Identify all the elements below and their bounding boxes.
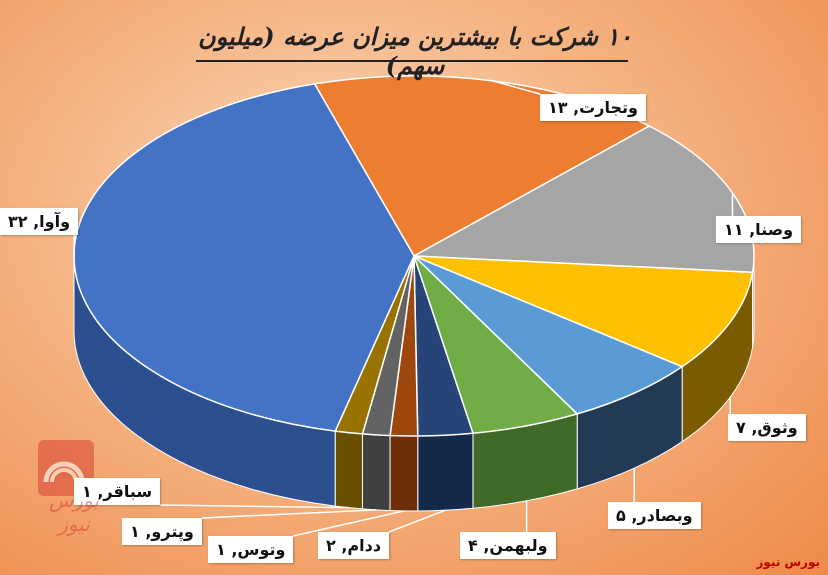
data-label-vsoug: وثوق, ۷ bbox=[728, 414, 806, 441]
data-label-ddam: ددام, ۲ bbox=[318, 532, 390, 559]
logo-text: بورس نیوز bbox=[49, 488, 99, 536]
source-credit: بورس نیوز bbox=[756, 555, 820, 569]
slice-side-9 bbox=[334, 430, 363, 510]
leader-line-7 bbox=[292, 510, 405, 537]
chart-title: ۱۰ شرکت با بیشترین میزان عرضه (میلیون سه… bbox=[197, 22, 633, 80]
data-label-sbagher: سباقر, ۱ bbox=[74, 478, 161, 505]
slice-side-8 bbox=[361, 433, 391, 512]
data-label-vava: وآوا, ۳۲ bbox=[0, 208, 79, 235]
leader-line-9 bbox=[159, 504, 349, 509]
title-underline bbox=[196, 60, 628, 62]
data-label-vtejarat: وتجارت, ۱۳ bbox=[540, 94, 646, 121]
slice-side-7 bbox=[389, 435, 419, 512]
data-label-vsana: وصنا, ۱۱ bbox=[716, 216, 802, 243]
leader-line-1 bbox=[492, 80, 541, 95]
data-label-vtous: وتوس, ۱ bbox=[208, 536, 294, 563]
slice-side-6 bbox=[417, 432, 474, 512]
leader-line-8 bbox=[201, 509, 377, 519]
slice-3 bbox=[413, 255, 754, 368]
data-label-vlbahman: ولبهمن, ۴ bbox=[460, 532, 556, 559]
data-label-vpetro: وپترو, ۱ bbox=[122, 518, 202, 545]
leader-line-6 bbox=[388, 509, 446, 533]
slice-4 bbox=[413, 255, 684, 415]
slice-2 bbox=[411, 125, 755, 274]
data-label-vbsader: وبصادر, ۵ bbox=[608, 502, 701, 529]
